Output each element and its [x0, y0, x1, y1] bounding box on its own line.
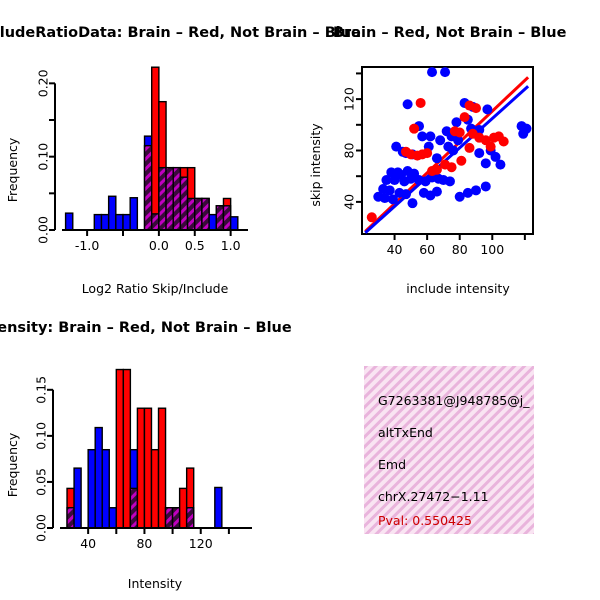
intensity-bars-group [66, 368, 223, 529]
svg-text:0.10: 0.10 [34, 422, 49, 450]
intensity-hist-title: Gene Itensity: Brain – Red, Not Brain – … [0, 320, 292, 336]
scatter-points-group [366, 67, 532, 223]
annotation-line-1: G7263381@J948785@j_ [378, 393, 530, 408]
intensity-axes-group: 40 80 120 0.00 0.05 0.10 0.15 [34, 376, 252, 551]
svg-text:60: 60 [419, 242, 435, 257]
svg-text:40: 40 [387, 242, 403, 257]
scatter-y-axis-label: skip intensity [308, 123, 323, 207]
svg-text:0.00: 0.00 [36, 216, 51, 244]
annotation-pval: Pval: 0.550425 [378, 513, 472, 528]
svg-text:0.0: 0.0 [149, 238, 169, 253]
svg-text:40: 40 [342, 194, 357, 210]
scatter-svg: 40 60 80 100 40 80 120 skip intensity include … [308, 66, 534, 296]
svg-text:120: 120 [342, 87, 357, 111]
scatter-title: Brain – Red, Not Brain – Blue [333, 25, 567, 41]
svg-text:0.05: 0.05 [34, 468, 49, 496]
svg-text:0.20: 0.20 [36, 69, 51, 97]
ratio-y-axis-label: Frequency [5, 137, 20, 202]
svg-text:0.00: 0.00 [34, 514, 49, 542]
ratio-hist-title: SkipIncludeRatioData: Brain – Red, Not B… [0, 25, 361, 41]
intensity-x-axis-label: Intensity [128, 576, 183, 591]
svg-text:0.10: 0.10 [36, 143, 51, 171]
ratio-histogram-panel: -1.0 0.0 0.5 1.0 0.00 0.10 0.20 Frequency Log2… [0, 55, 300, 305]
svg-text:-1.0: -1.0 [75, 238, 99, 253]
intensity-histogram-panel: 40 80 120 0.00 0.05 0.10 0.15 Frequency Intens… [0, 350, 300, 600]
scatter-axes-group: 40 60 80 100 40 80 120 [342, 72, 526, 257]
annotation-box: G7263381@J948785@j_ altTxEnd Emd chrX.27… [364, 366, 534, 534]
scatter-fit-lines [364, 76, 530, 234]
annotation-box-background [364, 366, 534, 534]
ratio-bars-group [64, 66, 239, 231]
svg-text:80: 80 [452, 242, 468, 257]
scatter-panel: 40 60 80 100 40 80 120 skip intensity include … [300, 55, 600, 305]
svg-text:80: 80 [342, 143, 357, 159]
annotation-line-2: altTxEnd [378, 425, 433, 440]
svg-text:0.5: 0.5 [185, 238, 205, 253]
intensity-histogram-svg: 40 80 120 0.00 0.05 0.10 0.15 Frequency Intens… [5, 368, 252, 591]
ratio-x-axis-label: Log2 Ratio Skip/Include [82, 281, 229, 296]
ratio-axes-group: -1.0 0.0 0.5 1.0 0.00 0.10 0.20 [36, 69, 248, 253]
svg-text:120: 120 [189, 536, 213, 551]
svg-text:100: 100 [480, 242, 504, 257]
svg-text:40: 40 [80, 536, 96, 551]
svg-text:1.0: 1.0 [221, 238, 241, 253]
ratio-histogram-svg: -1.0 0.0 0.5 1.0 0.00 0.10 0.20 Frequency Log2… [5, 66, 248, 296]
svg-text:0.15: 0.15 [34, 376, 49, 404]
scatter-x-axis-label: include intensity [406, 281, 510, 296]
annotation-line-4: chrX.27472−1.11 [378, 489, 489, 504]
intensity-y-axis-label: Frequency [5, 432, 20, 497]
svg-text:80: 80 [136, 536, 152, 551]
annotation-line-3: Emd [378, 457, 407, 472]
